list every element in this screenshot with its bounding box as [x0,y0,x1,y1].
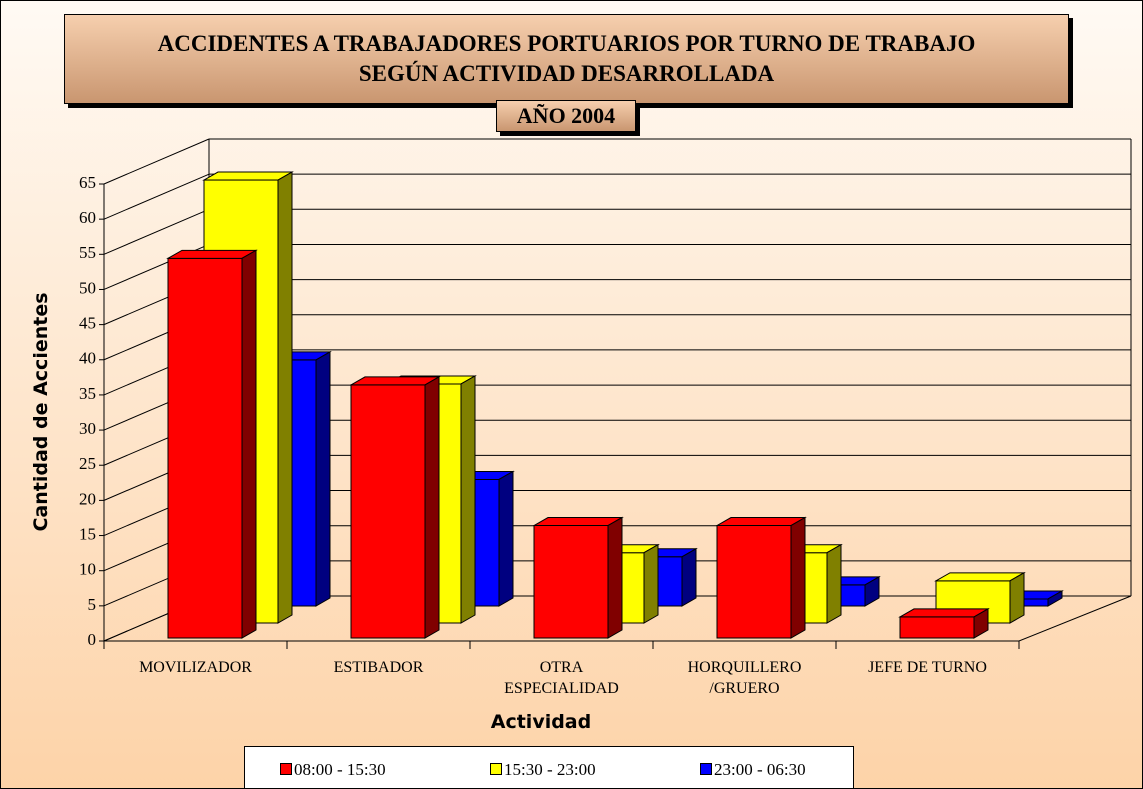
bar-face [1009,571,1025,624]
bar-face [790,516,806,639]
bar-face [277,171,293,624]
legend-label: 08:00 - 15:30 [294,760,386,779]
x-tick-label: JEFE DE TURNO [868,659,987,676]
bar [898,608,990,639]
y-tick-label: 30 [79,419,96,438]
y-tick-label: 25 [79,454,96,473]
chart-subtitle: AÑO 2004 [496,100,636,132]
legend-item: 23:00 - 06:30 [700,760,806,780]
bar-face [898,608,990,618]
bar-face [166,249,258,259]
x-tick-label: ESTIBADOR [333,659,424,676]
y-tick-label: 65 [79,173,96,192]
bar-face [899,616,975,639]
legend-item: 15:30 - 23:00 [490,760,596,780]
bar-face [715,517,807,527]
y-tick-label: 20 [79,489,96,508]
bar [532,516,624,639]
bar-face [934,572,1026,582]
bar-face [350,384,426,639]
bar-face [716,525,792,639]
grid-line [103,173,210,220]
x-axis-title: Actividad [490,711,592,733]
y-tick-label: 60 [79,208,96,227]
y-tick-label: 35 [79,384,96,403]
chart-title: ACCIDENTES A TRABAJADORES PORTUARIOS POR… [64,14,1069,104]
bar-face [460,375,476,624]
legend: 08:00 - 15:30 15:30 - 23:00 23:00 - 06:30 [244,746,854,788]
bar-face [973,608,989,639]
legend-label: 15:30 - 23:00 [504,760,596,779]
bar-face [864,576,880,607]
bar-face [681,547,697,607]
y-axis-title: Cantidad de Accientes [30,292,52,532]
bar-face [498,470,514,607]
bar-face [167,257,243,639]
legend-label: 23:00 - 06:30 [714,760,806,779]
bar-face [532,517,624,527]
y-tick-label: 15 [79,524,96,543]
x-tick-label: MOVILIZADOR [139,659,252,676]
bar-face [826,543,842,624]
legend-swatch [490,763,502,775]
y-tick-label: 55 [79,243,96,262]
bar [349,376,441,639]
bar [166,249,258,639]
legend-item: 08:00 - 15:30 [280,760,386,780]
legend-swatch [280,763,292,775]
bar-face [533,525,609,639]
grid-line [103,138,210,185]
bar-face [241,249,257,639]
bar-face [643,543,659,624]
bar [715,516,807,639]
bar-face [424,376,440,639]
bar-face [202,171,294,181]
y-tick-label: 5 [88,595,97,614]
bar-face [1047,590,1063,607]
bar-face [607,516,623,639]
legend-swatch [700,763,712,775]
bar-face [315,351,331,607]
y-tick-label: 0 [88,630,97,649]
x-tick-label: HORQUILLERO /GRUERO [687,659,802,697]
x-tick-label: OTRA ESPECIALIDAD [504,659,619,697]
bar-face [349,376,441,386]
y-tick-label: 50 [79,278,96,297]
grid-line [103,208,210,255]
y-tick-label: 10 [79,560,96,579]
y-tick-label: 45 [79,314,96,333]
y-tick-label: 40 [79,349,96,368]
